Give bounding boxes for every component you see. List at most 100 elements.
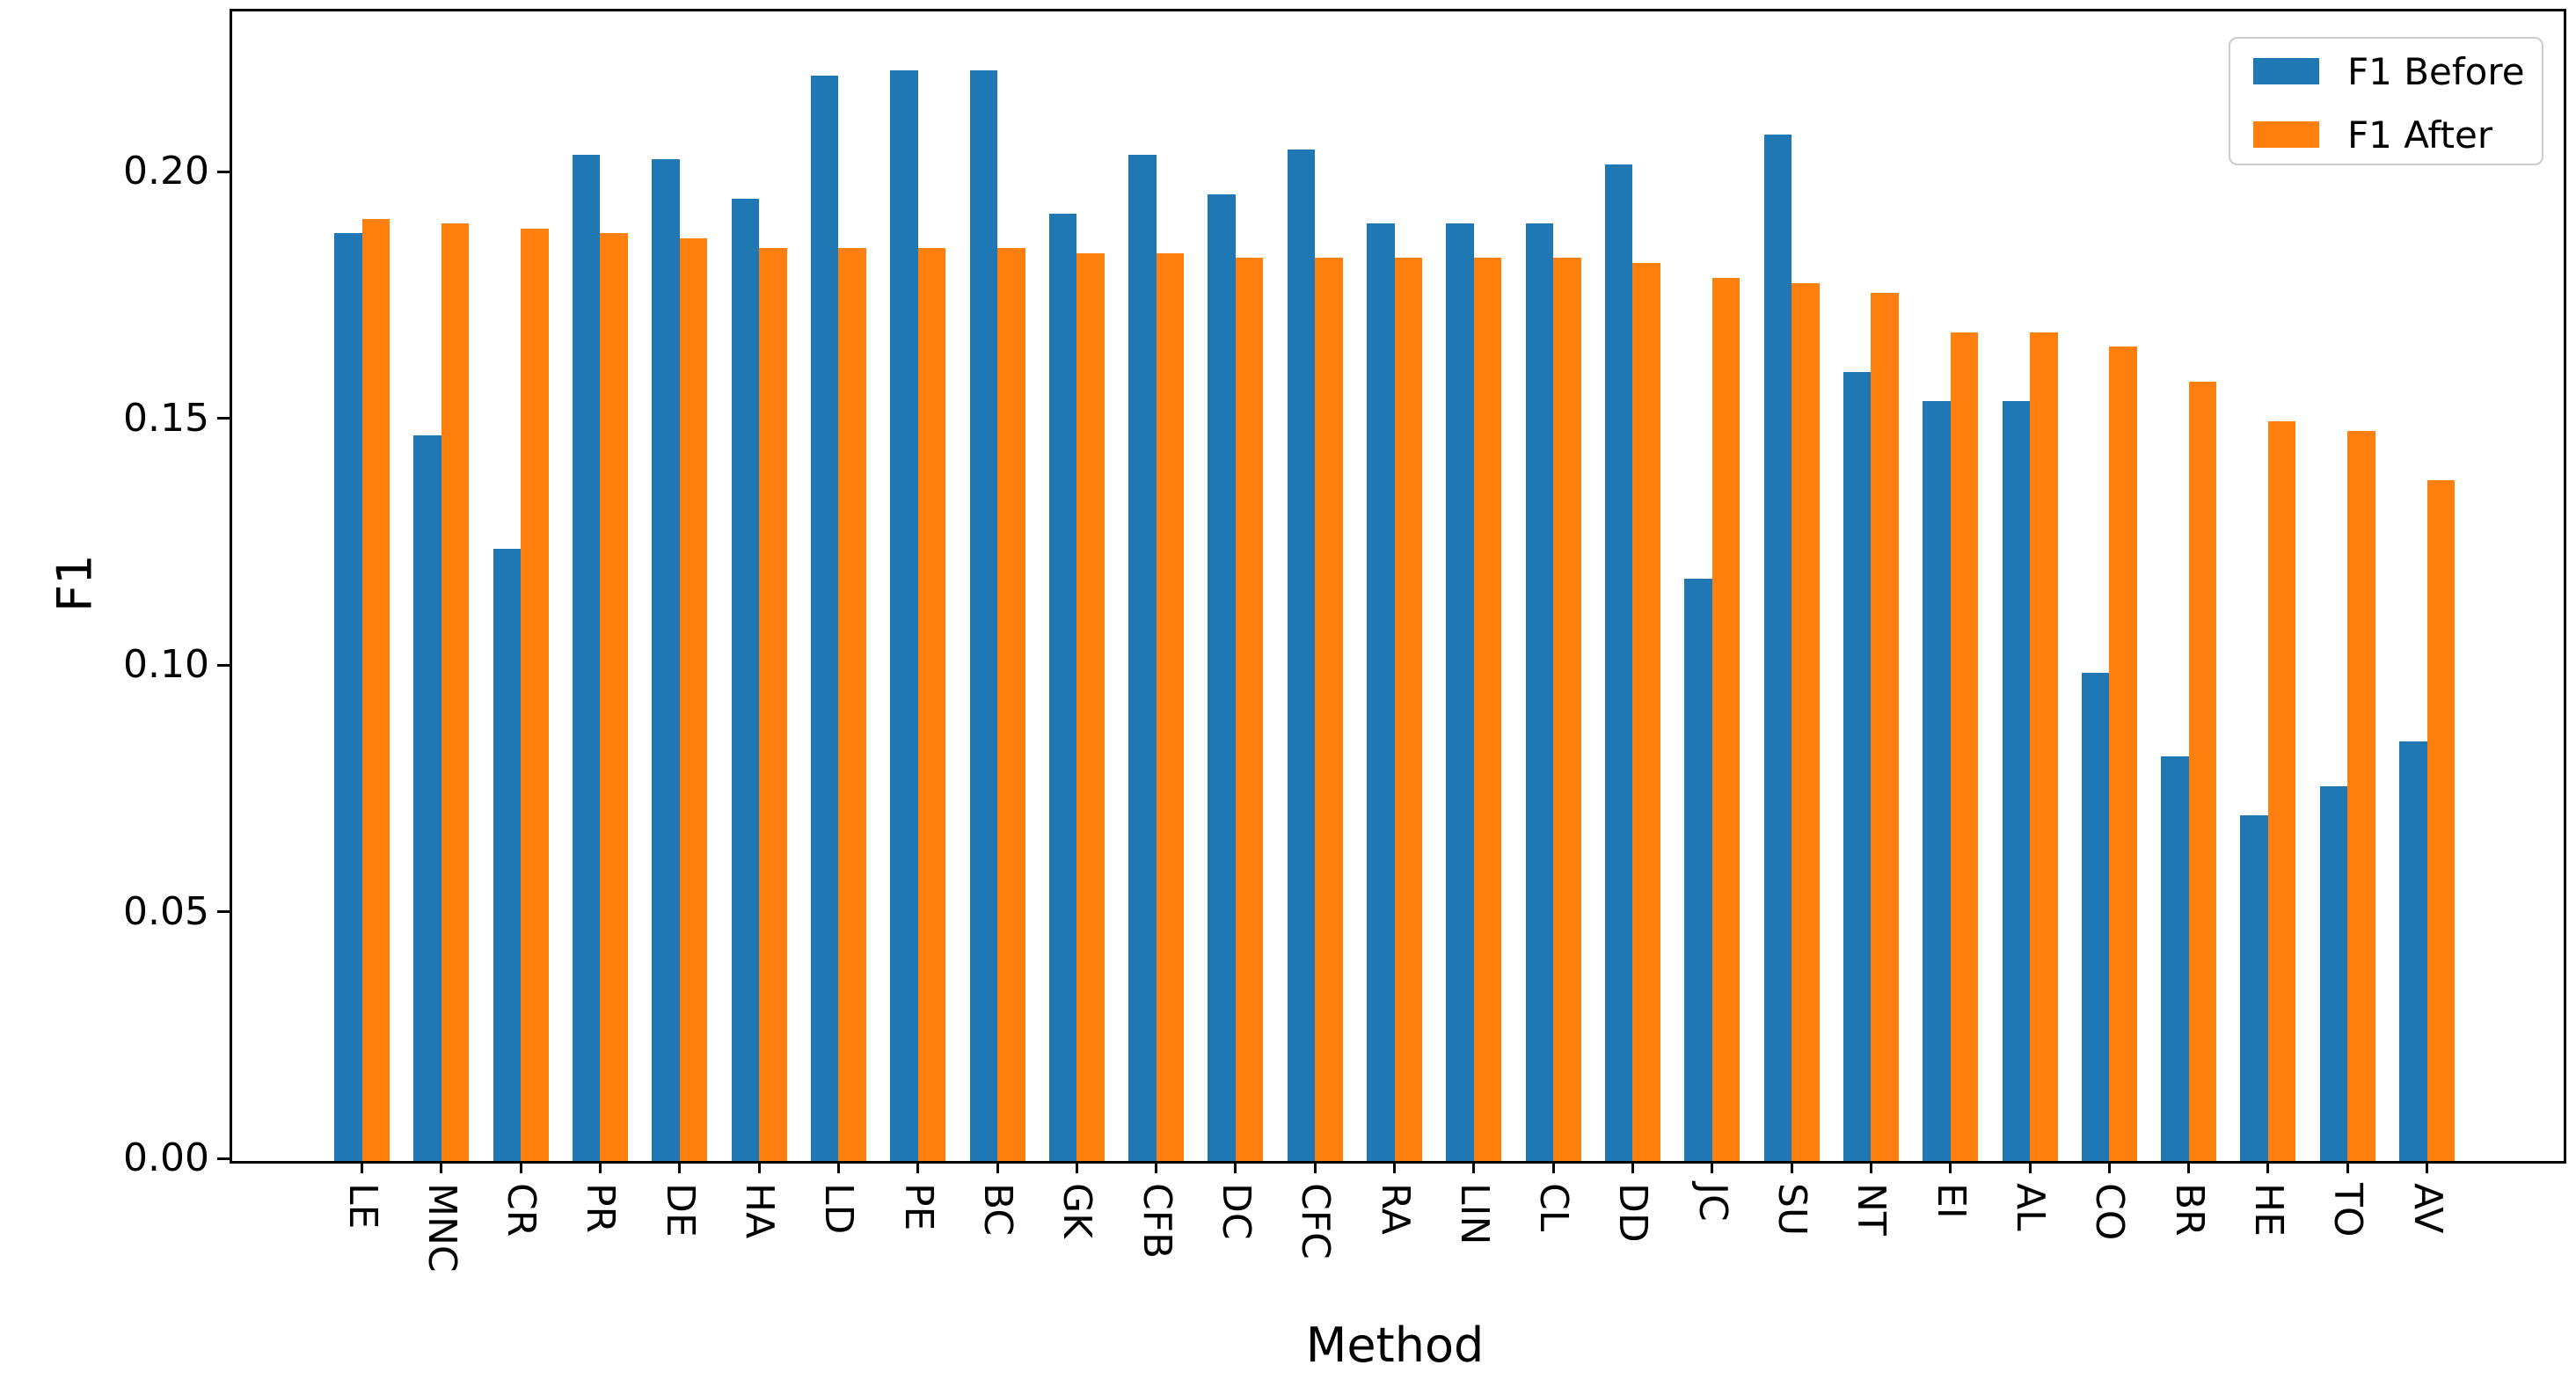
x-tick-mark	[2028, 1161, 2032, 1173]
x-tick-label-to: TO	[2325, 1183, 2371, 1237]
y-axis-title: F1	[47, 554, 103, 612]
x-tick-mark	[1631, 1161, 1634, 1173]
x-tick-mark	[2426, 1161, 2429, 1173]
bar-ra-before	[1367, 223, 1395, 1161]
x-tick-label-dd: DD	[1610, 1183, 1656, 1243]
plot-area	[230, 9, 2566, 1164]
x-tick-label-cfb: CFB	[1134, 1183, 1179, 1259]
bar-br-before	[2161, 756, 2189, 1161]
x-tick-label-bc: BC	[975, 1183, 1021, 1237]
bar-bc-before	[969, 70, 998, 1161]
bar-al-after	[2030, 332, 2058, 1161]
bar-mnc-before	[413, 435, 441, 1161]
x-tick-label-ld: LD	[816, 1183, 862, 1235]
x-tick-label-ha: HA	[737, 1183, 783, 1239]
bar-bc-after	[997, 248, 1025, 1161]
legend-item-f1-before: F1 Before	[2253, 49, 2525, 93]
legend-swatch-f1-after	[2253, 121, 2319, 148]
x-tick-label-cfc: CFC	[1293, 1183, 1339, 1259]
bar-pr-before	[572, 154, 601, 1161]
x-tick-mark	[1075, 1161, 1078, 1173]
y-tick-label: 0.20	[123, 149, 209, 194]
bar-cfc-after	[1315, 258, 1343, 1161]
y-tick-mark	[217, 663, 230, 667]
y-tick-label: 0.15	[123, 395, 209, 441]
x-tick-mark	[1551, 1161, 1555, 1173]
y-tick-mark	[217, 170, 230, 173]
bar-le-after	[361, 218, 390, 1161]
x-tick-label-br: BR	[2166, 1183, 2212, 1237]
x-tick-label-he: HE	[2245, 1183, 2291, 1237]
bar-ra-after	[1394, 258, 1423, 1161]
x-tick-mark	[2346, 1161, 2349, 1173]
bar-pe-before	[890, 70, 918, 1161]
y-tick-mark	[217, 910, 230, 914]
bar-su-after	[1792, 282, 1820, 1161]
x-tick-mark	[1472, 1161, 1476, 1173]
bar-nt-before	[1843, 371, 1872, 1161]
bar-ha-after	[759, 248, 787, 1161]
x-tick-mark	[598, 1161, 602, 1173]
bar-su-before	[1763, 135, 1792, 1161]
bar-ld-after	[838, 248, 866, 1161]
x-tick-mark	[757, 1161, 761, 1173]
y-tick-mark	[217, 1157, 230, 1160]
bar-co-after	[2109, 347, 2137, 1161]
x-tick-label-co: CO	[2087, 1183, 2133, 1241]
bar-to-after	[2347, 430, 2375, 1161]
x-tick-label-dc: DC	[1213, 1183, 1259, 1240]
bar-jc-after	[1711, 277, 1740, 1161]
x-tick-label-lin: LIN	[1451, 1183, 1497, 1245]
bar-mnc-after	[441, 223, 470, 1161]
bar-cr-before	[493, 549, 522, 1161]
x-tick-label-ra: RA	[1372, 1183, 1418, 1235]
bar-dd-before	[1604, 164, 1633, 1161]
legend-label-f1-before: F1 Before	[2347, 49, 2525, 93]
x-tick-label-nt: NT	[1849, 1183, 1894, 1236]
x-tick-mark	[1711, 1161, 1714, 1173]
bar-pr-after	[600, 233, 628, 1161]
x-tick-label-al: AL	[2008, 1183, 2054, 1231]
x-tick-mark	[1155, 1161, 1158, 1173]
bar-lin-before	[1446, 223, 1474, 1161]
x-tick-label-gk: GK	[1054, 1183, 1100, 1238]
bar-cl-after	[1553, 258, 1581, 1161]
bar-le-before	[334, 233, 362, 1161]
x-tick-mark	[2266, 1161, 2270, 1173]
y-tick-mark	[217, 417, 230, 420]
bar-nt-after	[1871, 292, 1899, 1161]
x-tick-mark	[916, 1161, 920, 1173]
bar-al-before	[2002, 401, 2031, 1161]
y-tick-label: 0.10	[123, 642, 209, 688]
bar-cfb-before	[1128, 154, 1157, 1161]
x-tick-mark	[2107, 1161, 2111, 1173]
y-tick-label: 0.05	[123, 888, 209, 934]
x-tick-mark	[519, 1161, 522, 1173]
bar-br-after	[2188, 381, 2217, 1161]
legend-swatch-f1-before	[2253, 58, 2319, 84]
bar-cfb-after	[1156, 252, 1185, 1161]
bar-av-before	[2399, 741, 2427, 1161]
bar-dc-before	[1208, 193, 1236, 1161]
bar-ha-before	[731, 199, 760, 1161]
legend-label-f1-after: F1 After	[2347, 113, 2493, 157]
bar-co-before	[2081, 672, 2110, 1161]
x-tick-label-av: AV	[2405, 1183, 2450, 1234]
x-tick-mark	[440, 1161, 443, 1173]
bar-de-before	[652, 159, 680, 1161]
bar-gk-before	[1048, 214, 1077, 1161]
bar-pe-after	[917, 248, 946, 1161]
bar-de-after	[679, 238, 708, 1161]
bar-he-before	[2240, 815, 2268, 1161]
x-tick-label-pr: PR	[578, 1183, 624, 1234]
x-tick-label-cr: CR	[499, 1183, 544, 1237]
x-tick-mark	[1234, 1161, 1237, 1173]
legend-item-f1-after: F1 After	[2253, 113, 2492, 157]
x-tick-label-le: LE	[339, 1183, 385, 1230]
y-tick-label: 0.00	[123, 1135, 209, 1180]
bar-he-after	[2267, 420, 2296, 1161]
x-axis-title: Method	[1305, 1318, 1485, 1373]
bar-dc-after	[1235, 258, 1264, 1161]
x-tick-label-ei: EI	[1928, 1183, 1974, 1219]
